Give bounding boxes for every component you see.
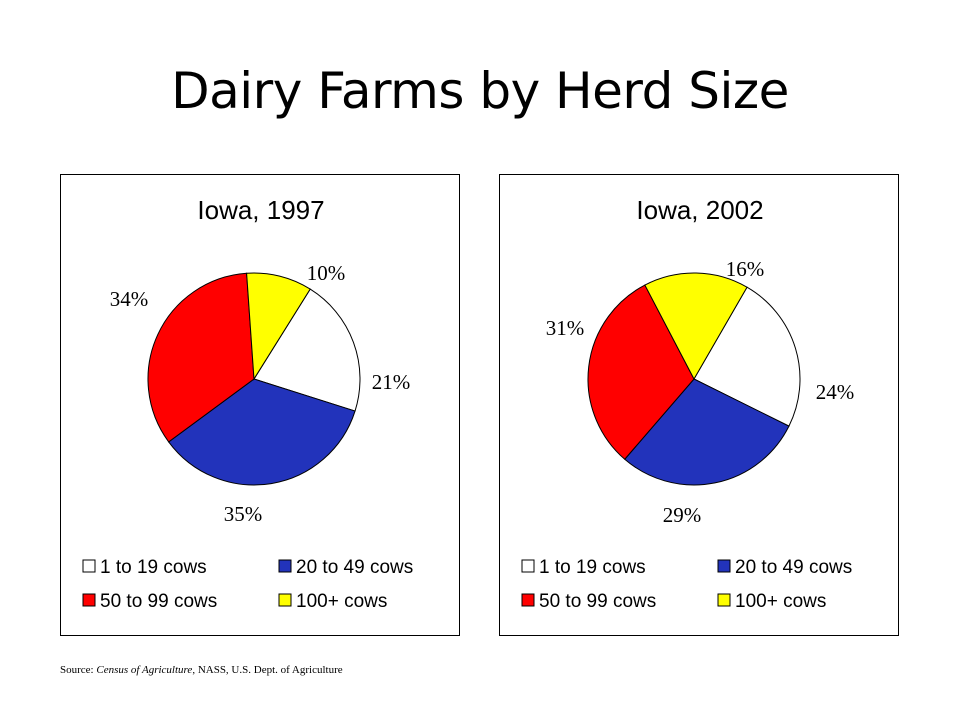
legend-swatch-20-to-49-cows xyxy=(278,559,292,573)
pie-slice-1-to-19-cows xyxy=(253,288,361,412)
legend-label-20-to-49-cows: 20 to 49 cows xyxy=(296,557,413,578)
legend-label-1-to-19-cows: 1 to 19 cows xyxy=(539,557,646,578)
legend-swatch-1-to-19-cows xyxy=(521,559,535,573)
pie-slice-1-to-19-cows xyxy=(693,286,801,427)
legend-label-1-to-19-cows: 1 to 19 cows xyxy=(100,557,207,578)
slice-label-50-to-99-cows: 34% xyxy=(110,287,149,311)
pie-slice-20-to-49-cows xyxy=(167,378,356,486)
legend-label-100-cows: 100+ cows xyxy=(735,591,826,612)
legend-swatch-20-to-49-cows xyxy=(717,559,731,573)
slide-title: Dairy Farms by Herd Size xyxy=(171,62,789,120)
legend-swatch-50-to-99-cows xyxy=(82,593,96,607)
slice-label-1-to-19-cows: 24% xyxy=(816,380,855,404)
slice-label-20-to-49-cows: 29% xyxy=(663,503,702,527)
pie-chart-panel: Iowa, 2002 24% 29% 31% 16% 1 to 19 cows 20 to … xyxy=(499,174,899,636)
chart-title: Iowa, 1997 xyxy=(197,195,324,225)
pie-chart-svg: Iowa, 1997 21% 35% 34% 10% 1 to 19 cows 20 to … xyxy=(82,195,413,612)
legend-swatch-100-cows xyxy=(717,593,731,607)
legend-swatch-1-to-19-cows xyxy=(82,559,96,573)
pie-chart-panel: Iowa, 1997 21% 35% 34% 10% 1 to 19 cows 20 to … xyxy=(60,174,460,636)
pie-slice-20-to-49-cows xyxy=(624,378,790,486)
slice-label-100-cows: 10% xyxy=(307,261,346,285)
slice-label-1-to-19-cows: 21% xyxy=(372,370,411,394)
pie-slice-100-cows xyxy=(246,272,311,381)
legend-swatch-50-to-99-cows xyxy=(521,593,535,607)
source-prefix: Source: xyxy=(60,664,94,676)
source-publisher: , NASS, U.S. Dept. of Agriculture xyxy=(192,664,343,676)
pie-chart-svg: Iowa, 2002 24% 29% 31% 16% 1 to 19 cows 20 to … xyxy=(521,195,855,612)
slice-label-100-cows: 16% xyxy=(726,257,765,281)
slice-label-50-to-99-cows: 31% xyxy=(546,316,585,340)
legend-label-50-to-99-cows: 50 to 99 cows xyxy=(539,591,656,612)
pie-slice-100-cows xyxy=(644,272,748,381)
chart-title: Iowa, 2002 xyxy=(636,195,763,225)
source-publication: Census of Agriculture xyxy=(96,664,193,676)
legend-swatch-100-cows xyxy=(278,593,292,607)
source-note: Source: Census of Agriculture, NASS, U.S… xyxy=(60,664,343,676)
slice-label-20-to-49-cows: 35% xyxy=(224,502,263,526)
legend-label-100-cows: 100+ cows xyxy=(296,591,387,612)
pie-slice-50-to-99-cows xyxy=(147,272,255,443)
legend-label-20-to-49-cows: 20 to 49 cows xyxy=(735,557,852,578)
legend-label-50-to-99-cows: 50 to 99 cows xyxy=(100,591,217,612)
